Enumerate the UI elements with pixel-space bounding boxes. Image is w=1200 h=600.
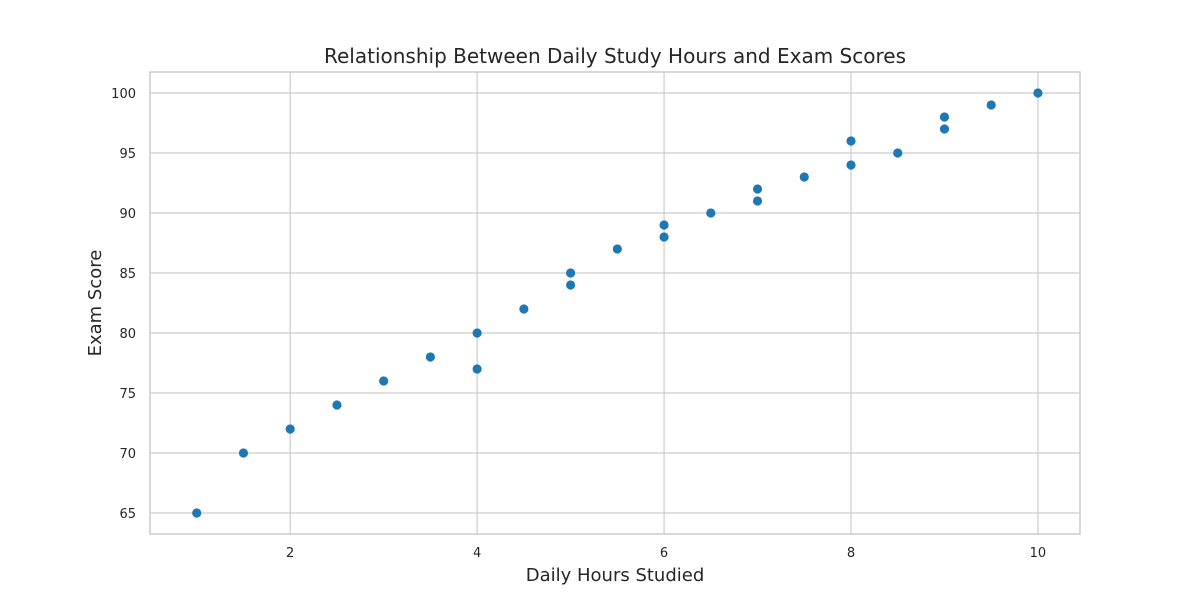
scatter-point bbox=[519, 304, 529, 314]
scatter-point bbox=[659, 232, 669, 242]
scatter-point bbox=[238, 448, 249, 458]
grid-lines bbox=[150, 72, 1080, 534]
scatter-point bbox=[472, 328, 482, 338]
x-tick-label: 6 bbox=[660, 546, 668, 561]
y-tick-label: 95 bbox=[119, 147, 136, 162]
y-tick-label: 90 bbox=[119, 207, 136, 222]
x-tick-label: 10 bbox=[1030, 546, 1047, 561]
scatter-point bbox=[752, 184, 763, 194]
y-tick-label: 70 bbox=[119, 447, 136, 462]
scatter-point bbox=[846, 136, 856, 146]
chart-title: Relationship Between Daily Study Hours a… bbox=[324, 44, 906, 68]
x-axis-label: Daily Hours Studied bbox=[526, 565, 705, 586]
scatter-point bbox=[379, 376, 389, 386]
y-tick-label: 65 bbox=[119, 507, 136, 522]
y-tick-labels: 65 70 75 80 85 90 95 100 bbox=[111, 87, 136, 522]
y-tick-label: 75 bbox=[119, 387, 136, 402]
scatter-point bbox=[612, 244, 622, 254]
data-points bbox=[192, 88, 1043, 518]
scatter-point bbox=[986, 100, 996, 110]
scatter-point bbox=[659, 220, 669, 230]
scatter-point bbox=[706, 208, 716, 218]
scatter-point bbox=[846, 160, 856, 170]
y-tick-label: 100 bbox=[111, 87, 136, 102]
x-tick-labels: 2 4 6 8 10 bbox=[286, 546, 1046, 561]
y-tick-label: 85 bbox=[119, 267, 136, 282]
scatter-point bbox=[285, 424, 295, 434]
scatter-point bbox=[192, 508, 202, 518]
scatter-point bbox=[425, 352, 436, 362]
y-axis-label: Exam Score bbox=[85, 250, 106, 357]
scatter-point bbox=[472, 364, 482, 374]
scatter-point bbox=[1033, 88, 1043, 98]
scatter-point bbox=[939, 112, 950, 122]
y-tick-label: 80 bbox=[119, 327, 136, 342]
x-tick-label: 2 bbox=[286, 546, 294, 561]
scatter-point bbox=[893, 148, 903, 158]
scatter-point bbox=[566, 268, 576, 278]
x-tick-label: 4 bbox=[473, 546, 481, 561]
plot-frame bbox=[149, 71, 1081, 535]
scatter-point bbox=[566, 280, 576, 290]
scatter-point bbox=[799, 172, 809, 182]
x-tick-label: 8 bbox=[847, 546, 855, 561]
scatter-point bbox=[939, 124, 950, 134]
scatter-point bbox=[332, 400, 342, 410]
scatter-point bbox=[752, 196, 763, 206]
